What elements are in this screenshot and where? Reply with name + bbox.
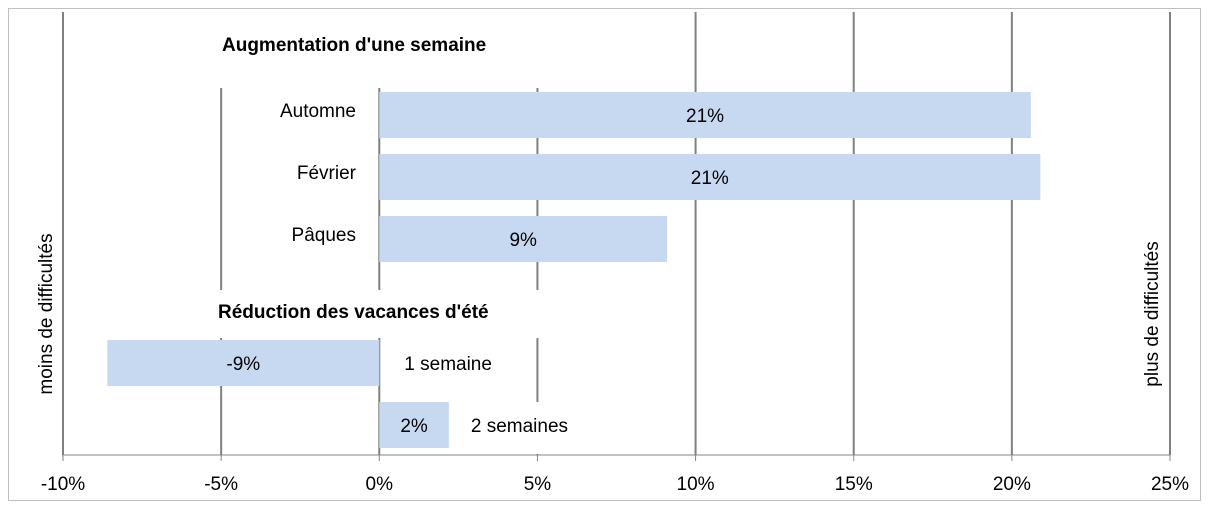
bar [107, 340, 380, 386]
bar [379, 92, 1031, 138]
bar [379, 154, 1041, 200]
right-label: plus de difficultés [1142, 241, 1163, 386]
value-label: -9% [226, 354, 260, 375]
x-tick-label: 20% [993, 474, 1031, 495]
marks: 21% Automne 21% Février 9% Pâques -9% 1 semaine… [107, 92, 1041, 448]
x-tick-label: 15% [835, 474, 873, 495]
bar [379, 216, 668, 262]
category-label: 1 semaine [404, 354, 492, 375]
mask [205, 290, 560, 338]
x-tick-label: 0% [366, 474, 394, 495]
bar [379, 402, 449, 448]
mask [200, 12, 560, 88]
x-tick-label: 5% [524, 474, 552, 495]
x-tick-label: 10% [677, 474, 715, 495]
x-tick-label: -5% [204, 474, 238, 495]
category-label: 2 semaines [471, 416, 568, 437]
category-label: Février [297, 163, 357, 184]
group-title: Réduction des vacances d'été [218, 302, 489, 323]
x-tick-label: 25% [1151, 474, 1189, 495]
category-label: Pâques [292, 225, 356, 246]
group-title: Augmentation d'une semaine [222, 35, 486, 56]
mask [530, 402, 630, 454]
left-label: moins de difficultés [36, 233, 57, 394]
value-label: 21% [691, 168, 729, 189]
category-label: Automne [280, 101, 356, 122]
value-label: 2% [400, 416, 428, 437]
value-label: 21% [686, 106, 724, 127]
x-tick-label: -10% [41, 474, 85, 495]
value-label: 9% [509, 230, 537, 251]
